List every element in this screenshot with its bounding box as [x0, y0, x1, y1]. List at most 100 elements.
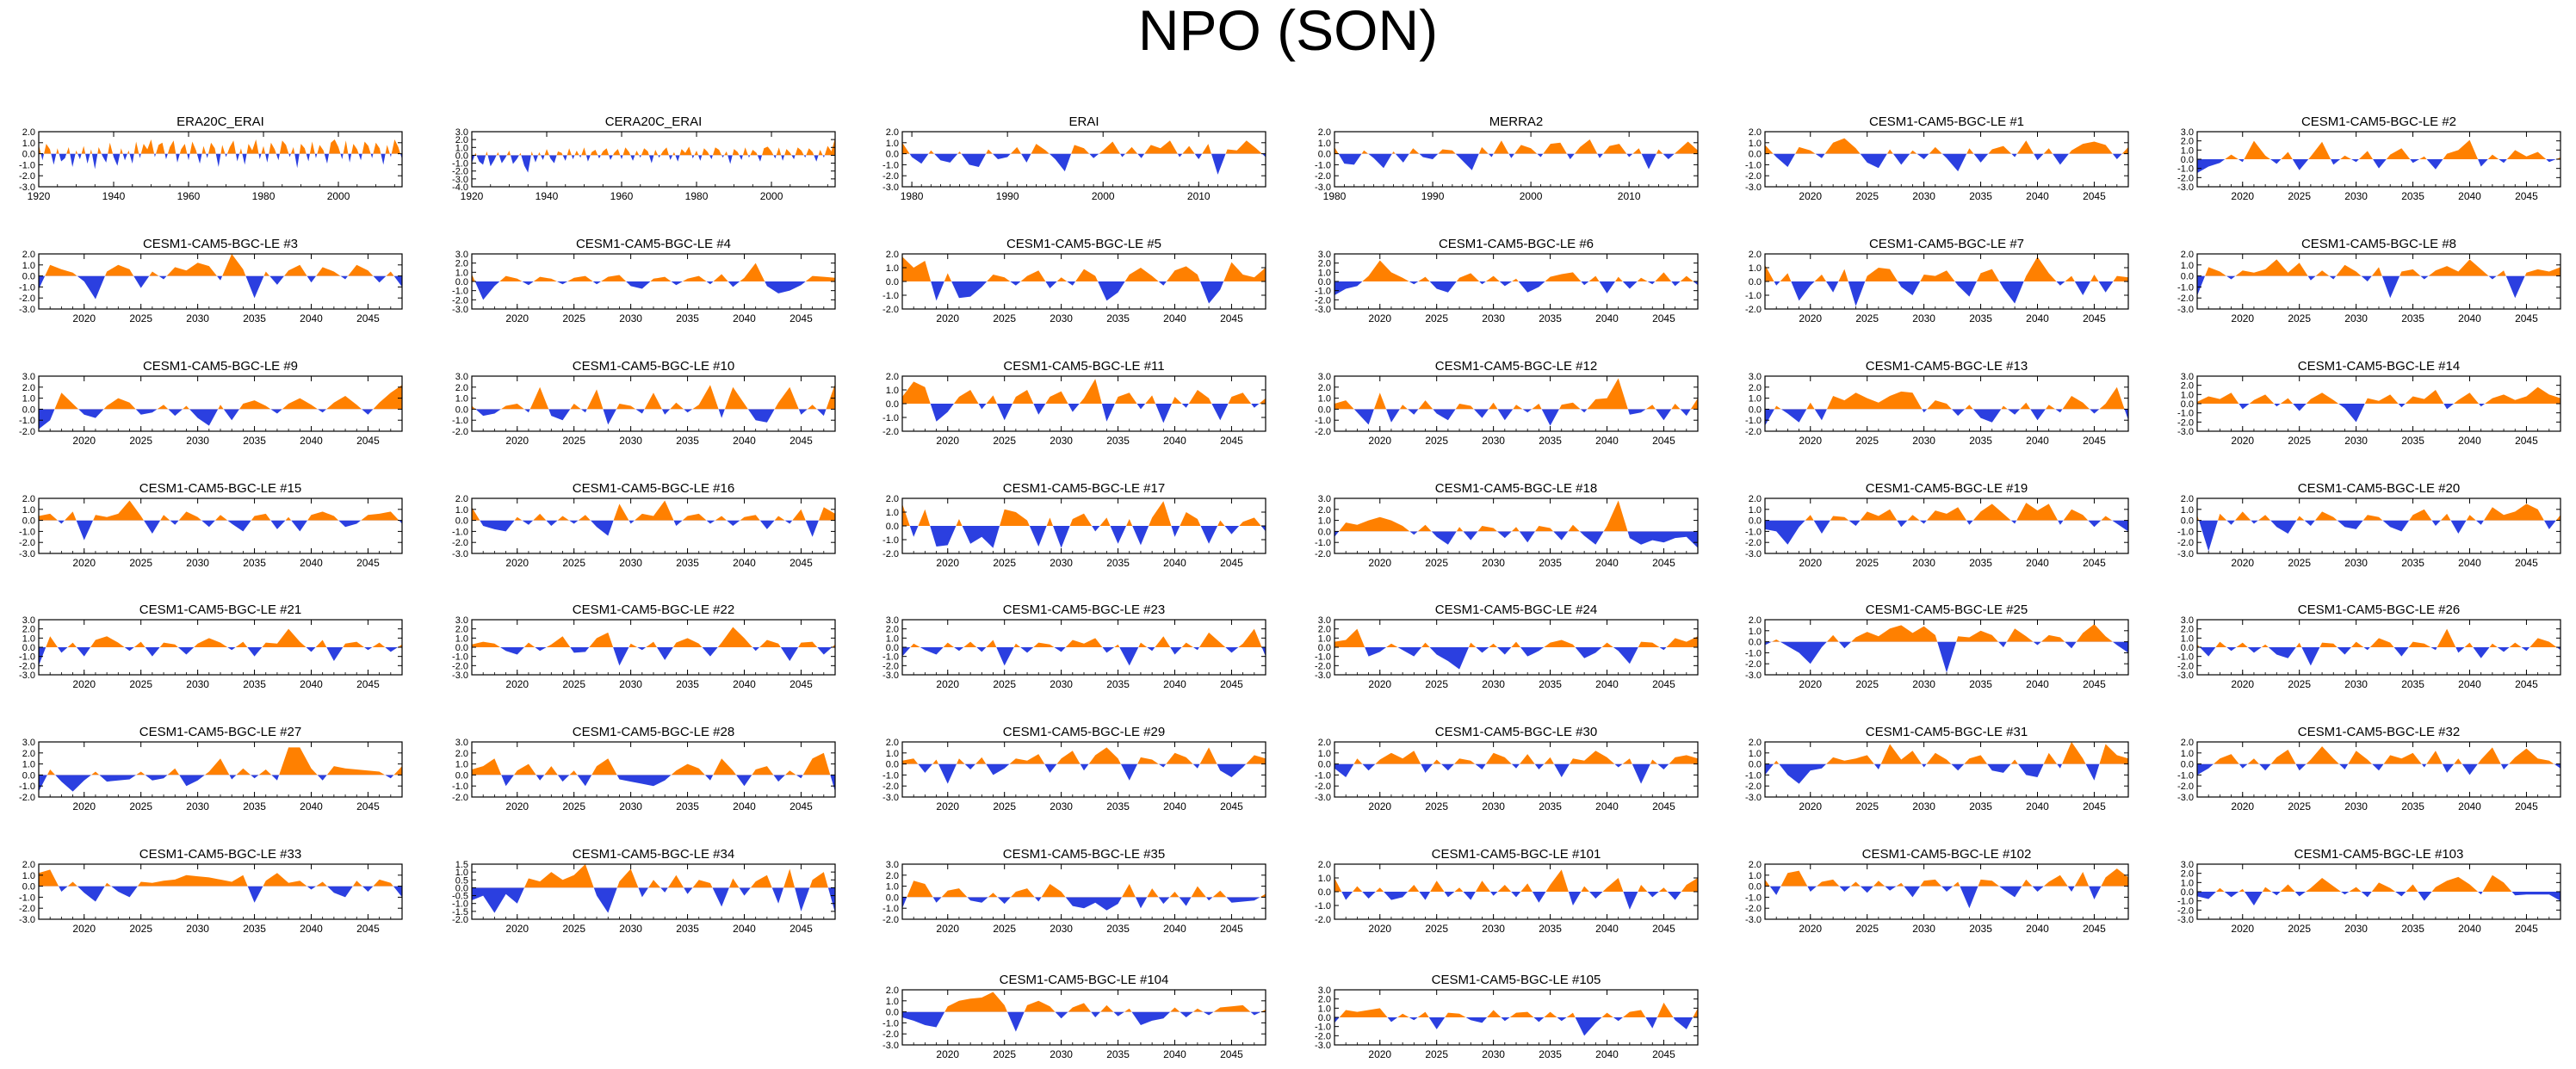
y-tick-label: 1.0: [1749, 263, 1762, 274]
x-tick-label: 2035: [2401, 312, 2424, 324]
x-tick-label: 2040: [2026, 312, 2049, 324]
positive-area: [902, 140, 1266, 154]
positive-area: [39, 628, 402, 647]
y-tick-label: 3.0: [2181, 372, 2194, 382]
y-tick-label: -1.0: [452, 287, 468, 297]
y-tick-label: -1.0: [1315, 770, 1331, 781]
y-tick-label: -2.0: [2177, 538, 2194, 548]
y-tick-label: -1.0: [1745, 291, 1762, 301]
y-tick-label: 1.0: [886, 508, 899, 518]
x-tick-label: 1980: [685, 190, 709, 202]
y-tick-label: 2.0: [2181, 869, 2194, 880]
x-tick-label: 2030: [1050, 312, 1073, 324]
y-tick-label: -3.0: [2177, 182, 2194, 193]
y-tick-label: 0.0: [2181, 516, 2194, 527]
y-tick-label: -1.0: [882, 413, 899, 423]
y-tick-label: -1.0: [1315, 901, 1331, 911]
negative-area: [1765, 281, 2128, 306]
negative-area: [902, 404, 1266, 423]
x-tick-label: 2030: [619, 557, 642, 569]
y-tick-label: 0.0: [1318, 1013, 1331, 1023]
x-tick-label: 2020: [1799, 557, 1822, 569]
x-tick-label: 2025: [2288, 190, 2311, 202]
x-tick-label: 1920: [461, 190, 484, 202]
y-tick-label: 1.0: [886, 386, 899, 396]
negative-area: [1773, 153, 2122, 172]
y-tick-label: 0.0: [886, 760, 899, 770]
x-tick-label: 2040: [733, 923, 756, 935]
negative-area: [472, 647, 835, 666]
y-tick-label: 1.0: [2181, 261, 2194, 271]
y-tick-label: -2.0: [2177, 173, 2194, 183]
x-tick-label: 2035: [243, 678, 266, 690]
y-tick-label: 0.0: [1749, 405, 1762, 415]
x-tick-label: 2040: [2458, 923, 2481, 935]
y-tick-label: -3.0: [452, 175, 468, 185]
negative-area: [1334, 892, 1698, 910]
y-tick-label: 3.0: [455, 372, 468, 382]
panel: CESM1-CAM5-BGC-LE #103 -3.0-2.0-1.00.01.0…: [2177, 847, 2561, 935]
y-tick-label: 2.0: [2181, 738, 2194, 748]
y-tick-label: 2.0: [886, 250, 899, 260]
x-tick-label: 1920: [28, 190, 51, 202]
y-tick-label: 2.0: [22, 860, 35, 870]
x-tick-label: 2020: [2231, 557, 2254, 569]
y-tick-label: -1.0: [452, 159, 468, 170]
y-tick-label: 2.0: [455, 625, 468, 635]
y-tick-label: 1.0: [1749, 627, 1762, 637]
y-tick-label: -2.0: [1315, 295, 1331, 306]
y-tick-label: -4.0: [452, 182, 468, 193]
y-tick-label: -1.0: [882, 291, 899, 301]
y-tick-label: -1.0: [1745, 770, 1762, 781]
y-tick-label: 0.0: [455, 151, 468, 161]
x-tick-label: 2030: [1050, 435, 1073, 447]
x-tick-label: 2030: [619, 678, 642, 690]
x-tick-label: 2040: [1163, 435, 1186, 447]
x-tick-label: 2040: [733, 557, 756, 569]
x-tick-label: 2025: [1425, 312, 1448, 324]
x-tick-label: 2035: [1969, 800, 1992, 813]
negative-area: [2197, 763, 2561, 775]
y-tick-label: 0.0: [2181, 643, 2194, 653]
y-tick-label: -3.0: [882, 182, 899, 193]
positive-area: [1334, 378, 1698, 410]
x-tick-label: 2035: [243, 557, 266, 569]
x-tick-label: 2020: [1799, 190, 1822, 202]
negative-area: [1765, 409, 2128, 426]
x-tick-label: 2020: [936, 557, 959, 569]
x-tick-label: 2045: [1652, 923, 1675, 935]
negative-area: [501, 775, 835, 792]
panel-title: CESM1-CAM5-BGC-LE #31: [1866, 725, 2028, 739]
x-tick-label: 1980: [1323, 190, 1347, 202]
x-tick-label: 2035: [243, 312, 266, 324]
y-tick-label: -3.0: [882, 1041, 899, 1051]
x-tick-label: 2020: [505, 923, 529, 935]
x-tick-label: 2030: [186, 800, 209, 813]
panel-title: CESM1-CAM5-BGC-LE #25: [1866, 602, 2028, 617]
y-tick-label: -1.0: [19, 782, 35, 792]
panel-title: CESM1-CAM5-BGC-LE #105: [1432, 973, 1601, 987]
y-tick-label: -1.0: [452, 782, 468, 792]
x-tick-label: 2030: [2344, 557, 2368, 569]
y-tick-label: -2.0: [2177, 661, 2194, 671]
x-tick-label: 2030: [1912, 312, 1935, 324]
x-tick-label: 2025: [2288, 435, 2311, 447]
x-tick-label: 2025: [993, 678, 1016, 690]
x-tick-label: 2020: [1799, 923, 1822, 935]
x-tick-label: 2040: [1595, 557, 1619, 569]
x-tick-label: 2040: [1163, 678, 1186, 690]
y-tick-label: -1.0: [452, 527, 468, 537]
x-tick-label: 2035: [1106, 1048, 1130, 1060]
negative-area: [909, 153, 1266, 175]
panel: CESM1-CAM5-BGC-LE #29-3.0-2.0-1.00.01.02…: [882, 725, 1266, 813]
x-tick-label: 2035: [1539, 312, 1562, 324]
x-tick-label: 2030: [1482, 678, 1505, 690]
negative-area: [1334, 647, 1698, 670]
x-tick-label: 2035: [2401, 557, 2424, 569]
y-tick-label: 2.0: [1318, 860, 1331, 870]
panel-title: CESM1-CAM5-BGC-LE #10: [573, 359, 734, 374]
positive-area: [1765, 624, 2128, 642]
y-tick-label: -1.0: [1315, 538, 1331, 548]
panel-frame: [38, 131, 403, 188]
y-tick-label: 3.0: [22, 738, 35, 748]
